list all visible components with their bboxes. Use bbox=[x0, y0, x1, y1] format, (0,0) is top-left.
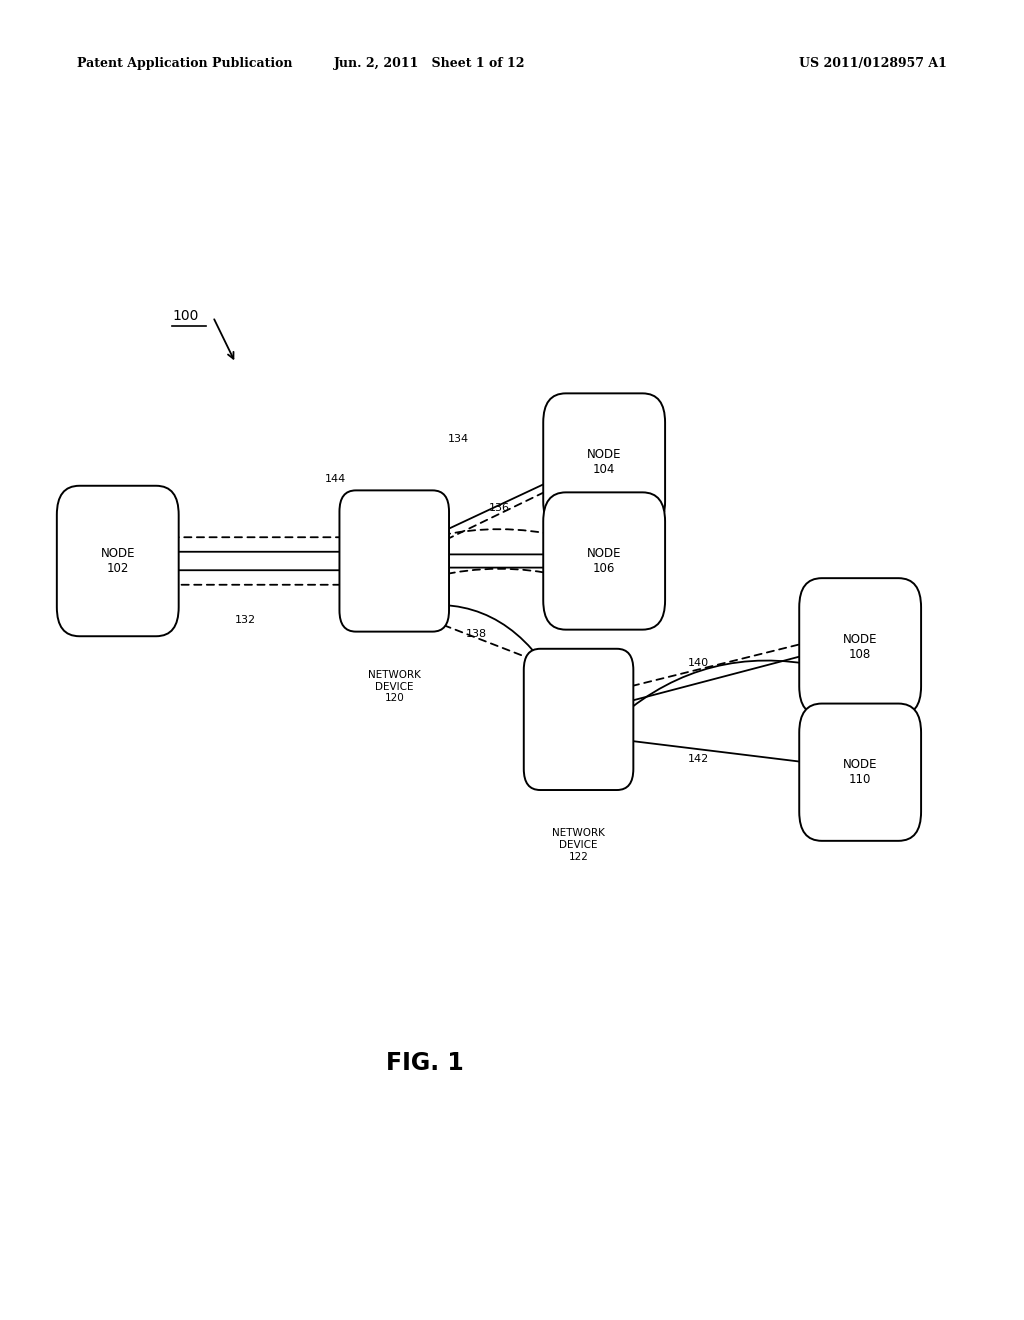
FancyArrowPatch shape bbox=[399, 605, 546, 668]
Text: 132: 132 bbox=[236, 615, 256, 626]
Text: NODE
104: NODE 104 bbox=[587, 447, 622, 477]
FancyBboxPatch shape bbox=[799, 578, 922, 715]
Text: Patent Application Publication: Patent Application Publication bbox=[77, 57, 292, 70]
FancyArrowPatch shape bbox=[435, 552, 561, 557]
FancyArrowPatch shape bbox=[159, 549, 351, 554]
Text: 134: 134 bbox=[447, 434, 469, 444]
FancyArrowPatch shape bbox=[621, 660, 819, 717]
FancyArrowPatch shape bbox=[620, 639, 817, 689]
Text: NODE
110: NODE 110 bbox=[843, 758, 878, 787]
FancyArrowPatch shape bbox=[435, 569, 561, 577]
Text: 138: 138 bbox=[466, 628, 486, 639]
FancyArrowPatch shape bbox=[159, 535, 351, 540]
FancyBboxPatch shape bbox=[543, 393, 666, 531]
Text: NODE
108: NODE 108 bbox=[843, 632, 878, 661]
FancyArrowPatch shape bbox=[161, 582, 353, 587]
Text: 136: 136 bbox=[488, 503, 510, 513]
Text: NODE
102: NODE 102 bbox=[100, 546, 135, 576]
Text: FIG. 1: FIG. 1 bbox=[386, 1051, 464, 1074]
FancyArrowPatch shape bbox=[409, 611, 555, 669]
FancyArrowPatch shape bbox=[620, 739, 817, 766]
FancyBboxPatch shape bbox=[543, 492, 666, 630]
FancyArrowPatch shape bbox=[437, 565, 563, 570]
Text: 144: 144 bbox=[325, 474, 346, 483]
FancyBboxPatch shape bbox=[799, 704, 922, 841]
FancyBboxPatch shape bbox=[523, 648, 633, 789]
Text: 100: 100 bbox=[172, 309, 199, 323]
Text: 140: 140 bbox=[688, 659, 710, 668]
FancyArrowPatch shape bbox=[437, 529, 563, 537]
FancyBboxPatch shape bbox=[57, 486, 179, 636]
Text: US 2011/0128957 A1: US 2011/0128957 A1 bbox=[800, 57, 947, 70]
FancyArrowPatch shape bbox=[620, 651, 817, 704]
FancyArrowPatch shape bbox=[161, 568, 353, 573]
Text: 142: 142 bbox=[688, 754, 710, 764]
FancyBboxPatch shape bbox=[340, 491, 449, 632]
Text: NETWORK
DEVICE
122: NETWORK DEVICE 122 bbox=[552, 829, 605, 862]
Text: NODE
106: NODE 106 bbox=[587, 546, 622, 576]
Text: Jun. 2, 2011   Sheet 1 of 12: Jun. 2, 2011 Sheet 1 of 12 bbox=[334, 57, 526, 70]
Text: NETWORK
DEVICE
120: NETWORK DEVICE 120 bbox=[368, 671, 421, 704]
FancyArrowPatch shape bbox=[435, 484, 561, 545]
FancyArrowPatch shape bbox=[435, 475, 561, 535]
